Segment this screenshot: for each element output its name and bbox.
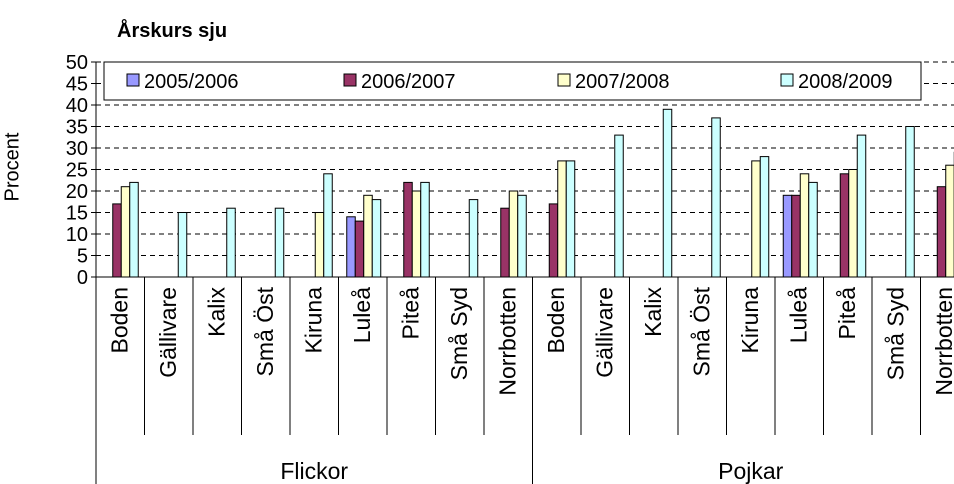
y-tick-label: 5	[77, 246, 88, 268]
category-label: Piteå	[397, 287, 423, 340]
y-tick-label: 0	[77, 267, 88, 289]
bar	[662, 108, 673, 278]
bar	[314, 212, 325, 278]
y-tick-label: 10	[66, 224, 88, 246]
category-label: Gällivare	[155, 287, 181, 378]
bar	[517, 194, 527, 278]
legend-swatch	[557, 73, 571, 87]
bar	[177, 212, 188, 278]
bar	[905, 126, 915, 278]
bar	[791, 194, 801, 278]
bar	[468, 199, 479, 278]
y-tick-label: 25	[66, 160, 88, 182]
bar	[508, 190, 519, 278]
bar	[403, 181, 413, 278]
y-tick-label: 40	[66, 95, 88, 117]
category-label: Gällivare	[591, 287, 617, 378]
legend-swatch	[126, 73, 140, 87]
group-label: Pojkar	[718, 458, 784, 484]
legend-label: 2005/2006	[144, 71, 239, 93]
category-label: Små Syd	[446, 287, 472, 380]
legend-label: 2008/2009	[798, 71, 893, 93]
chart-title: Årskurs sju	[117, 20, 228, 42]
bar	[759, 156, 770, 278]
bar	[548, 203, 559, 278]
y-tick-label: 50	[66, 52, 88, 74]
bar	[808, 181, 818, 278]
bar	[354, 220, 365, 278]
category-label: Kiruna	[300, 287, 326, 354]
category-label: Små Öst	[252, 286, 278, 376]
bar	[936, 186, 947, 278]
category-label: Boden	[106, 287, 132, 354]
y-tick-label: 35	[66, 117, 88, 139]
bar	[120, 186, 131, 278]
category-label: Piteå	[834, 287, 860, 340]
category-label: Kiruna	[737, 287, 763, 354]
legend-swatch	[343, 73, 357, 87]
bar	[751, 160, 761, 278]
bar	[614, 134, 624, 278]
bar	[839, 173, 850, 278]
bar	[323, 173, 333, 278]
bar	[856, 134, 867, 278]
y-tick-label: 45	[66, 74, 88, 96]
legend-label: 2007/2008	[575, 71, 670, 93]
category-label: Norrbotten	[931, 287, 954, 396]
bar	[711, 117, 721, 278]
bar	[500, 207, 510, 278]
bar	[346, 216, 356, 278]
bar	[411, 190, 422, 278]
y-tick-label: 20	[66, 181, 88, 203]
legend-label: 2006/2007	[361, 71, 456, 93]
bar	[420, 181, 430, 278]
bar	[363, 194, 373, 278]
bar	[945, 164, 954, 278]
y-tick-label: 15	[66, 203, 88, 225]
category-label: Kalix	[640, 287, 666, 337]
bar	[274, 207, 285, 278]
bar	[799, 173, 810, 278]
bar	[557, 160, 567, 278]
bar	[129, 181, 139, 278]
bar	[848, 169, 858, 278]
legend-swatch	[780, 73, 794, 87]
category-label: Boden	[543, 287, 569, 354]
bar	[226, 207, 236, 278]
bar	[565, 160, 576, 278]
bar	[112, 203, 122, 278]
bar	[782, 194, 793, 278]
bar	[371, 199, 382, 278]
category-label: Kalix	[203, 287, 229, 337]
y-tick-label: 30	[66, 138, 88, 160]
category-label: Norrbotten	[494, 287, 520, 396]
category-label: Luleå	[349, 287, 375, 343]
category-label: Små Syd	[882, 287, 908, 380]
category-label: Små Öst	[688, 286, 714, 376]
category-label: Luleå	[785, 287, 811, 343]
group-label: Flickor	[280, 458, 348, 484]
